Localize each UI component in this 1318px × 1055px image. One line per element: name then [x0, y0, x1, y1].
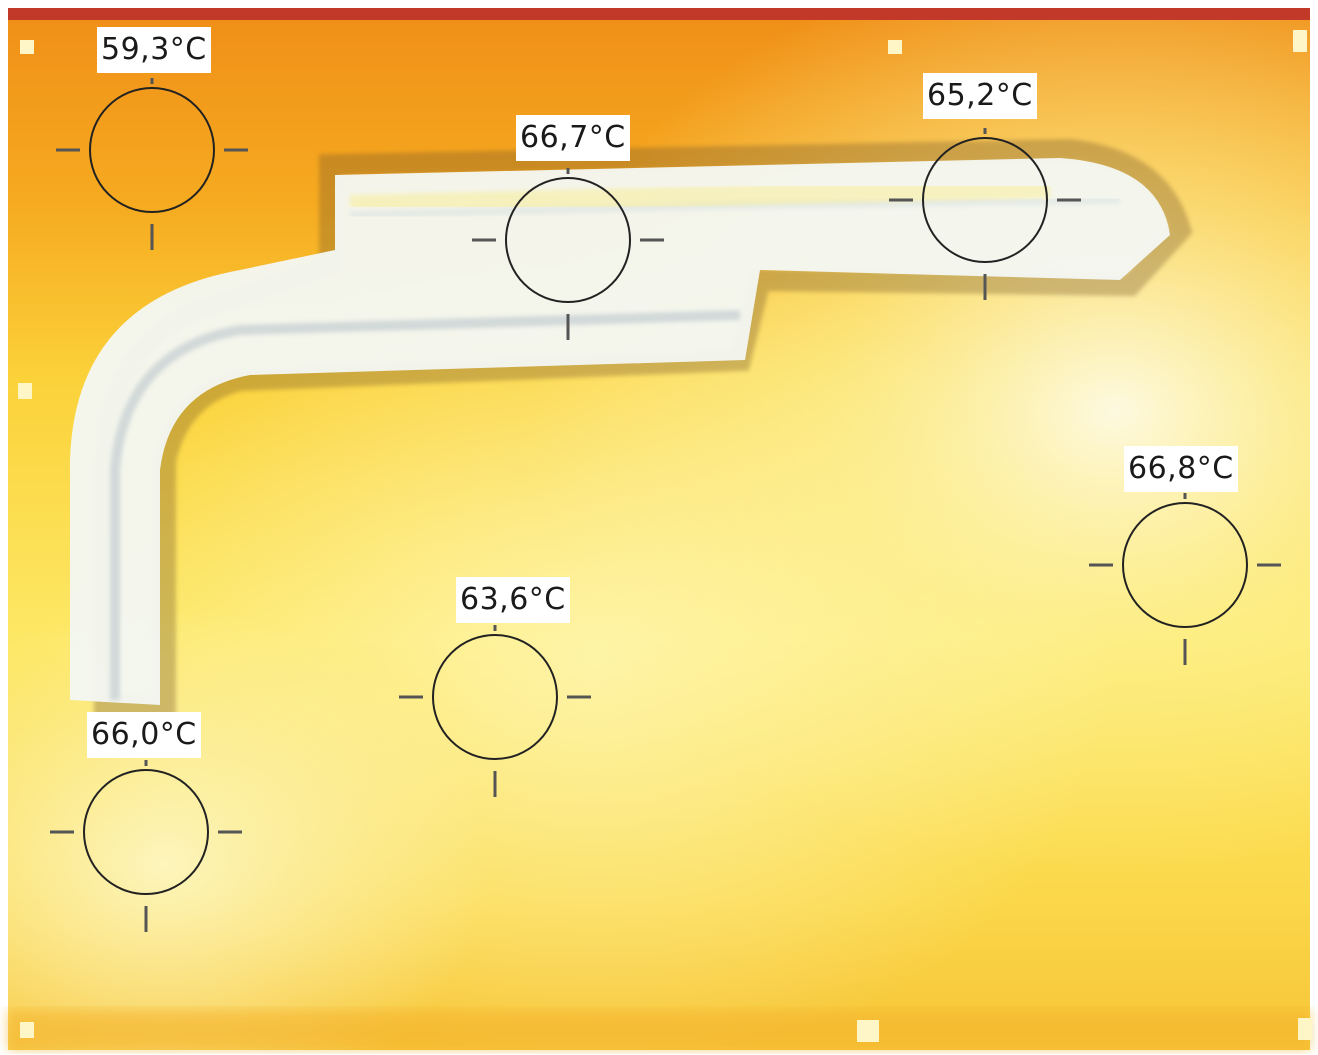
measurement-label-3: 65,2°C [923, 73, 1037, 119]
measurement-label-4: 66,8°C [1124, 446, 1238, 492]
measurement-spot-marker [1089, 493, 1281, 665]
measurement-spot-marker [472, 168, 664, 340]
measurement-spot-marker [50, 760, 242, 932]
measurement-spot-marker [889, 128, 1081, 300]
measurement-spot-marker [399, 625, 591, 797]
measurement-label-5: 63,6°C [456, 577, 570, 623]
measurement-label-6: 66,0°C [87, 712, 201, 758]
measurement-spot-marker [56, 78, 248, 250]
measurement-label-1: 59,3°C [97, 27, 211, 73]
measurement-label-2: 66,7°C [516, 115, 630, 161]
